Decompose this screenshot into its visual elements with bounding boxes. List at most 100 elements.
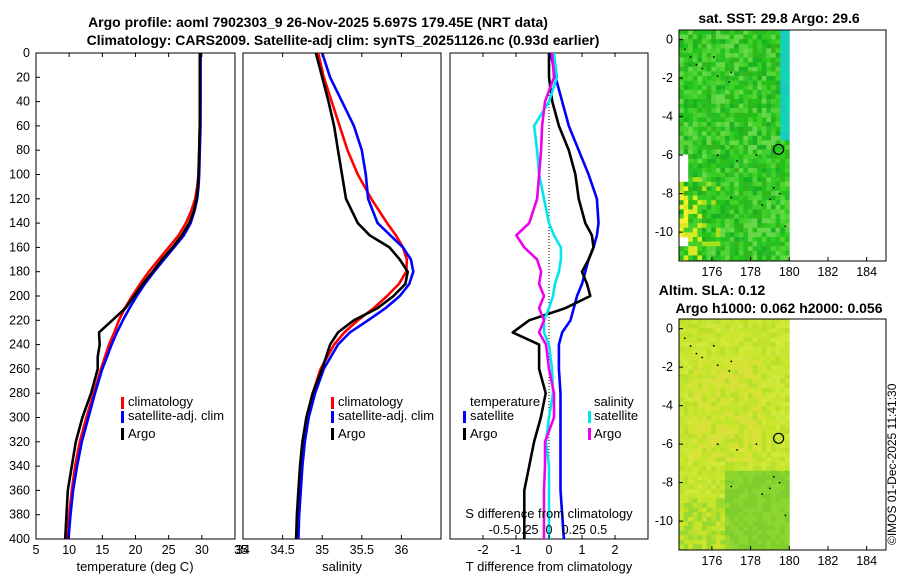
field-cell — [706, 145, 712, 150]
sla-argo-location-marker — [773, 432, 785, 444]
field-cell — [771, 181, 776, 187]
field-cell — [679, 149, 684, 155]
field-cell — [761, 241, 767, 247]
field-cell — [743, 526, 749, 531]
field-cell — [757, 94, 763, 100]
field-cell — [775, 420, 781, 426]
field-cell — [738, 447, 744, 453]
field-cell — [692, 209, 698, 215]
field-cell — [683, 34, 689, 40]
field-cell — [683, 108, 689, 114]
island-marker — [716, 154, 719, 157]
field-cell — [734, 204, 740, 210]
field-cell — [679, 406, 684, 412]
field-cell — [748, 85, 753, 91]
field-cell — [729, 365, 735, 370]
field-cell — [715, 466, 721, 472]
field-cell — [679, 85, 684, 91]
field-cell — [715, 539, 721, 545]
field-cell — [688, 351, 694, 357]
field-cell — [729, 53, 735, 58]
field-cell — [743, 466, 749, 472]
field-cell — [702, 420, 707, 426]
field-cell — [692, 438, 698, 444]
field-cell — [715, 447, 721, 453]
field-cell — [775, 163, 781, 169]
field-cell — [761, 117, 767, 123]
field-cell — [771, 204, 776, 210]
field-cell — [706, 62, 712, 68]
sst-coastline-islands — [683, 48, 787, 228]
field-cell — [679, 209, 684, 215]
field-cell — [757, 503, 763, 508]
field-cell — [683, 112, 689, 118]
field-cell — [720, 539, 726, 545]
field-cell — [729, 140, 735, 146]
field-cell — [775, 122, 781, 127]
field-cell — [729, 466, 735, 472]
field-cell — [706, 498, 712, 504]
field-cell — [738, 195, 744, 201]
field-cell — [752, 346, 758, 352]
field-cell — [752, 112, 758, 118]
field-cell — [720, 484, 726, 490]
field-cell — [784, 154, 790, 160]
field-cell — [697, 237, 703, 242]
field-cell — [697, 103, 703, 109]
field-cell — [761, 447, 767, 453]
field-cell — [780, 241, 786, 247]
field-cell — [761, 539, 767, 545]
field-cell — [692, 512, 698, 518]
field-cell — [775, 535, 781, 541]
field-cell — [771, 503, 776, 508]
field-cell — [679, 498, 684, 504]
field-cell — [761, 145, 767, 150]
island-marker — [712, 345, 715, 347]
field-cell — [766, 493, 772, 499]
field-cell — [688, 539, 694, 545]
field-cell — [752, 392, 758, 398]
field-cell — [738, 475, 744, 481]
field-cell — [780, 374, 786, 380]
field-cell — [761, 200, 767, 206]
field-cell — [706, 342, 712, 347]
field-cell — [692, 108, 698, 114]
field-cell — [761, 535, 767, 541]
field-cell — [761, 452, 767, 458]
field-cell — [711, 181, 717, 187]
field-cell — [697, 66, 703, 72]
field-cell — [766, 131, 772, 137]
field-cell — [734, 227, 740, 233]
field-cell — [784, 191, 790, 196]
field-cell — [715, 149, 721, 155]
field-cell — [711, 415, 717, 421]
field-cell — [743, 420, 749, 426]
field-cell — [720, 452, 726, 458]
field-cell — [720, 489, 726, 495]
field-cell — [780, 43, 786, 49]
field-cell — [738, 145, 744, 150]
field-cell — [683, 470, 689, 476]
field-cell — [729, 209, 735, 215]
field-cell — [757, 480, 763, 485]
field-cell — [738, 250, 744, 256]
depth-tick-label: 220 — [9, 313, 30, 327]
field-cell — [752, 457, 758, 462]
field-cell — [757, 332, 763, 338]
field-cell — [715, 85, 721, 91]
field-cell — [752, 103, 758, 109]
field-cell — [761, 66, 767, 72]
field-cell — [771, 191, 776, 196]
field-cell — [715, 480, 721, 485]
field-cell — [766, 434, 772, 439]
field-cell — [743, 246, 749, 252]
field-cell — [766, 378, 772, 384]
field-cell — [738, 172, 744, 178]
field-cell — [780, 232, 786, 238]
field-cell — [692, 378, 698, 384]
field-cell — [679, 383, 684, 389]
field-cell — [761, 337, 767, 343]
field-cell — [775, 246, 781, 252]
field-cell — [743, 461, 749, 467]
field-cell — [729, 461, 735, 467]
